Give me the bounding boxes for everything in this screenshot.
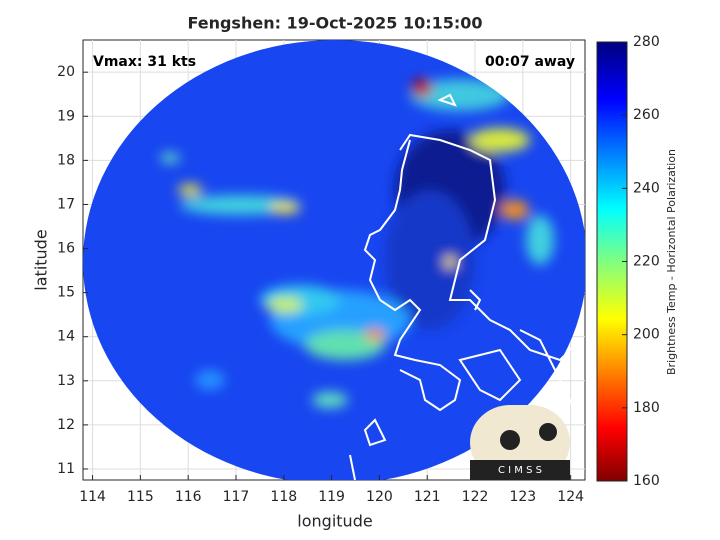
colorbar-tick-label: 240 (633, 180, 660, 196)
y-tick-label: 19 (57, 108, 75, 124)
colorbar-tick-label: 220 (633, 254, 660, 270)
y-tick-label: 15 (57, 285, 75, 301)
x-tick-label: 116 (175, 489, 202, 505)
x-tick-label: 119 (318, 489, 345, 505)
y-tick-label: 17 (57, 196, 75, 212)
x-tick-label: 114 (79, 489, 106, 505)
x-tick-label: 124 (557, 489, 584, 505)
y-tick-label: 20 (57, 64, 75, 80)
logo: C I M S S (470, 405, 570, 480)
colorbar-tick-label: 160 (633, 473, 660, 489)
x-tick-label: 117 (223, 489, 250, 505)
y-tick-label: 16 (57, 241, 75, 257)
colorbar-tick-label: 260 (633, 107, 660, 123)
x-tick-label: 123 (509, 489, 536, 505)
x-axis-label: longitude (297, 512, 372, 531)
x-tick-label: 122 (462, 489, 489, 505)
colorbar-tick-label: 180 (633, 400, 660, 416)
x-tick-label: 121 (414, 489, 441, 505)
colorbar-tick-label: 280 (633, 34, 660, 50)
logo-text: C I M S S (498, 465, 542, 476)
y-tick-label: 13 (57, 373, 75, 389)
y-axis-label: latitude (32, 229, 51, 290)
y-tick-label: 11 (57, 461, 75, 477)
colorbar-tick-label: 200 (633, 327, 660, 343)
y-tick-label: 18 (57, 152, 75, 168)
y-tick-label: 12 (57, 417, 75, 433)
x-tick-label: 120 (366, 489, 393, 505)
eta-label: 00:07 away (485, 54, 575, 70)
colorbar-label: Brightness Temp - Horizontal Polarizatio… (665, 149, 678, 375)
title: Fengshen: 19-Oct-2025 10:15:00 (187, 14, 482, 33)
x-tick-label: 118 (270, 489, 297, 505)
vmax-label: Vmax: 31 kts (93, 54, 196, 70)
y-tick-label: 14 (57, 329, 75, 345)
x-tick-label: 115 (127, 489, 154, 505)
